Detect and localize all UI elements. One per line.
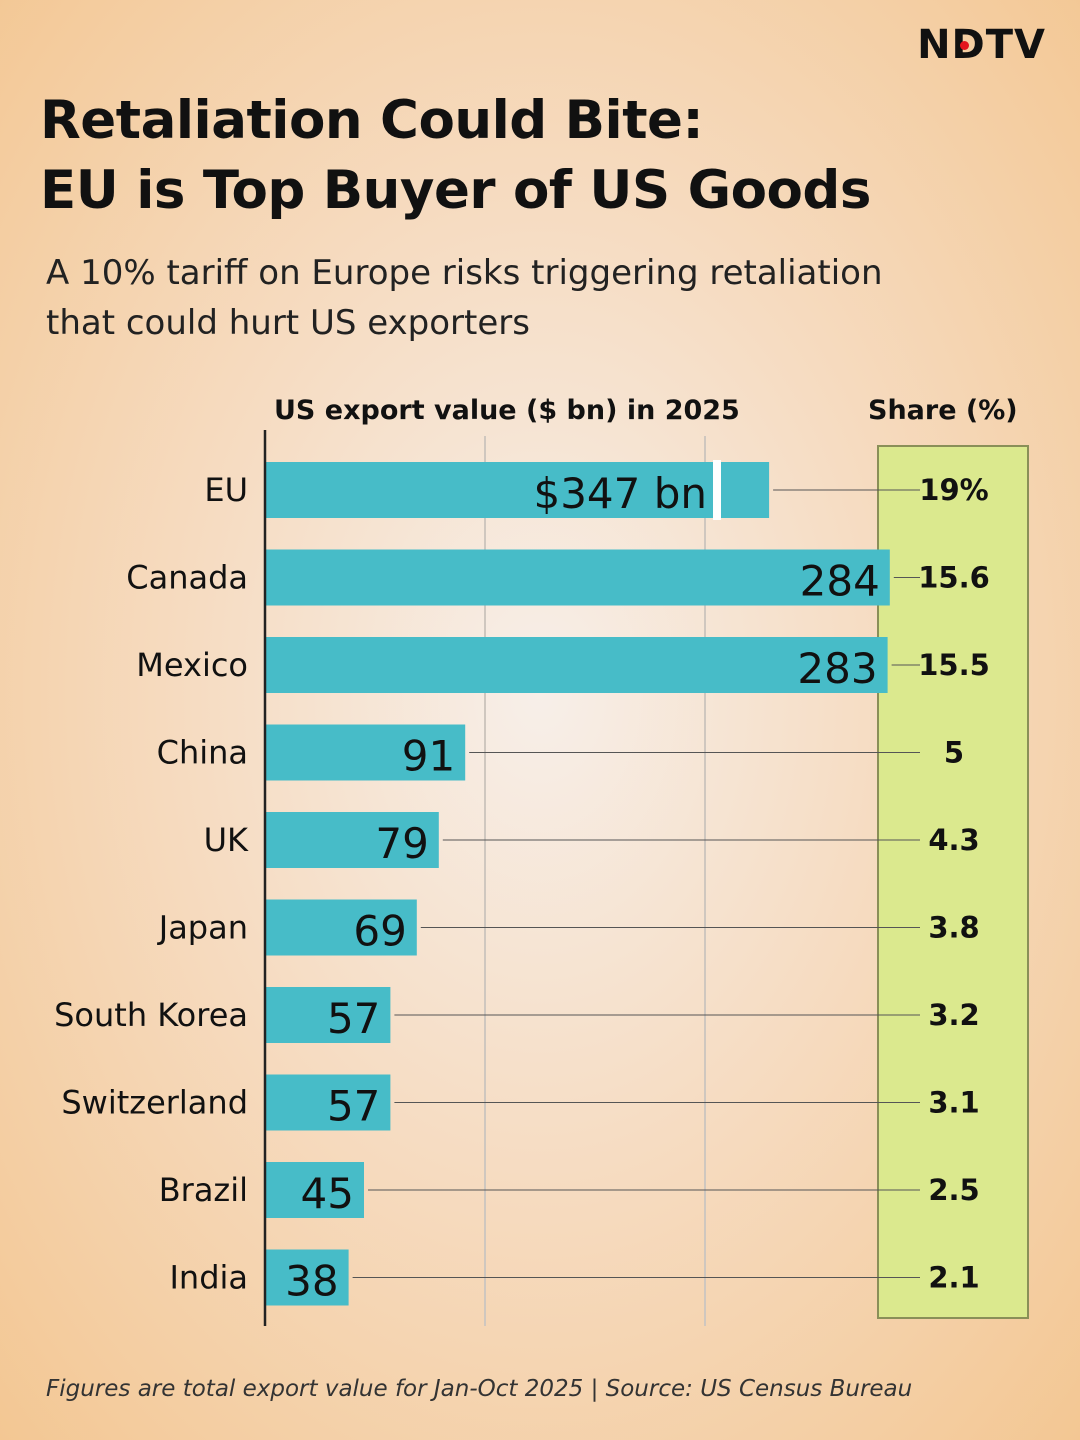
bar — [265, 1162, 364, 1218]
bar — [265, 1074, 391, 1131]
value-column-title: US export value ($ bn) in 2025 — [274, 395, 740, 426]
subtitle: A 10% tariff on Europe risks triggering … — [46, 248, 883, 348]
category-label: China — [157, 734, 248, 772]
value-label: 91 — [402, 732, 455, 781]
value-label: 79 — [375, 819, 428, 868]
share-label: 4.3 — [928, 823, 979, 857]
logo-red-dot — [960, 41, 970, 50]
title-line-2: EU is Top Buyer of US Goods — [40, 160, 871, 221]
subtitle-line-1: A 10% tariff on Europe risks triggering … — [46, 253, 883, 293]
category-label: Switzerland — [61, 1084, 248, 1122]
category-label: EU — [204, 471, 248, 509]
share-panel — [877, 445, 1029, 1319]
share-label: 3.8 — [928, 911, 979, 945]
bar — [265, 549, 890, 606]
share-label: 15.5 — [918, 648, 990, 682]
value-label: 57 — [327, 1082, 380, 1131]
bar — [265, 987, 391, 1043]
bar — [265, 812, 439, 868]
share-label: 2.5 — [928, 1173, 979, 1207]
bar — [265, 899, 417, 956]
ndtv-logo: NDTV — [917, 22, 1046, 68]
axis-break-gap — [713, 460, 721, 520]
category-label: Japan — [157, 909, 248, 947]
share-label: 15.6 — [918, 561, 990, 595]
bar — [265, 637, 888, 693]
value-label: 45 — [301, 1169, 354, 1218]
share-label: 2.1 — [928, 1261, 979, 1295]
share-label: 19% — [919, 473, 988, 507]
share-label: 3.1 — [928, 1086, 979, 1120]
bar — [265, 462, 770, 518]
page-title: Retaliation Could Bite: EU is Top Buyer … — [40, 86, 871, 226]
category-label: Mexico — [136, 646, 248, 684]
value-label: $347 bn — [533, 469, 707, 518]
category-label: Brazil — [159, 1171, 248, 1209]
title-line-1: Retaliation Could Bite: — [40, 90, 704, 151]
bar — [265, 724, 466, 781]
subtitle-line-2: that could hurt US exporters — [46, 303, 530, 343]
source-footnote: Figures are total export value for Jan-O… — [46, 1376, 913, 1402]
value-label: 69 — [353, 907, 406, 956]
category-label: South Korea — [54, 996, 248, 1034]
share-column-title: Share (%) — [868, 395, 1018, 426]
share-label: 5 — [944, 736, 964, 770]
value-label: 283 — [797, 644, 877, 693]
value-label: 284 — [800, 557, 880, 606]
value-label: 57 — [327, 994, 380, 1043]
value-label: 38 — [285, 1257, 338, 1306]
share-label: 3.2 — [928, 998, 979, 1032]
bar — [265, 1249, 349, 1306]
category-label: UK — [204, 821, 249, 859]
category-label: Canada — [126, 559, 248, 597]
category-label: India — [169, 1259, 248, 1297]
